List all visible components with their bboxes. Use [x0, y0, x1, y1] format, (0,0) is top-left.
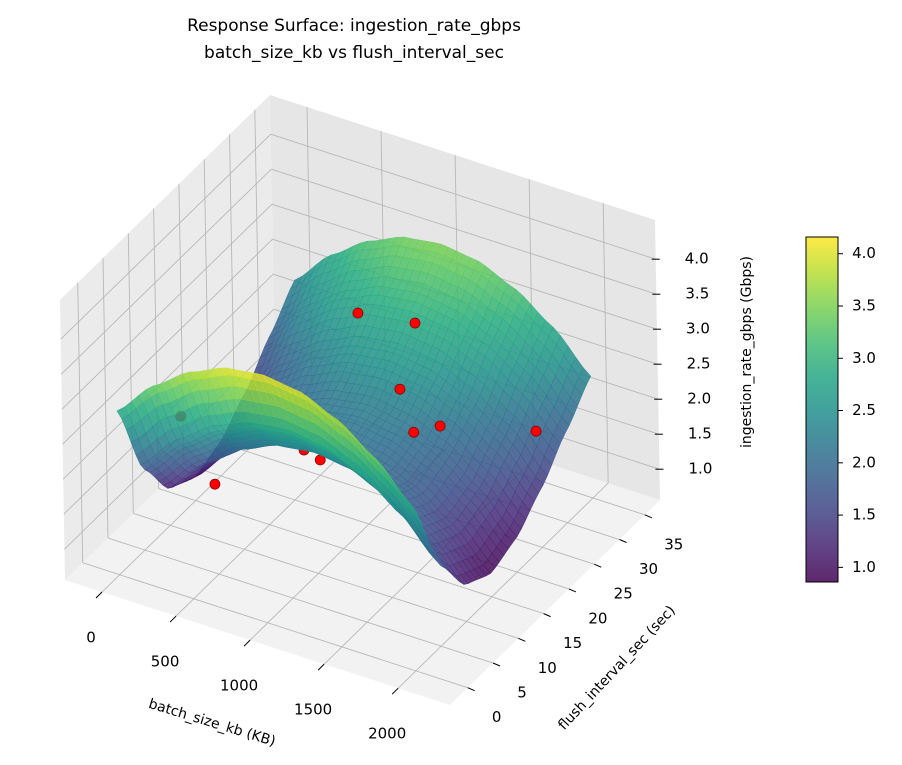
x-axis-label: batch_size_kb (KB) [147, 696, 278, 750]
y-tick-mark [568, 588, 577, 593]
colorbar-tick-label: 3.0 [852, 349, 876, 367]
colorbar-tick-label: 2.5 [852, 401, 876, 419]
y-tick-mark [492, 662, 501, 667]
colorbar-tick-label: 2.0 [852, 453, 876, 471]
y-tick-mark [467, 687, 475, 692]
chart-title-line-1: Response Surface: ingestion_rate_gbps [187, 16, 521, 36]
back-wall-gridline [602, 203, 609, 484]
floor-gridline [107, 537, 494, 664]
x-tick-mark [243, 639, 251, 647]
x-tick-label: 2000 [368, 725, 406, 743]
left-wall-gridline [229, 134, 235, 415]
back-wall-gridline [270, 133, 656, 260]
z-tick-label: 2.0 [687, 390, 711, 408]
data-point [409, 317, 421, 329]
colorbar-tick-label: 1.0 [852, 558, 876, 576]
y-tick-mark [518, 637, 526, 642]
data-point [394, 383, 406, 395]
data-point [209, 478, 221, 490]
left-wall-pane [60, 95, 275, 580]
left-wall-gridline [102, 258, 109, 539]
z-axis-label: ingestion_rate_gbps (Gbps) [739, 256, 755, 448]
colorbar: 1.0 1.5 2.0 2.5 3.0 3.5 4.0 [805, 236, 876, 583]
z-tick-label: 2.5 [687, 355, 711, 373]
z-tick-label: 3.0 [686, 320, 710, 338]
x-tick-label: 500 [151, 653, 180, 671]
colorbar-tick-label: 3.5 [852, 297, 876, 315]
colorbar-gradient [805, 236, 839, 583]
colorbar-tick-label: 1.5 [852, 506, 876, 524]
data-point [434, 420, 446, 432]
x-tick-mark [95, 591, 103, 599]
plot-area [116, 236, 592, 585]
left-wall-gridline [127, 233, 134, 514]
x-tick-label: 1500 [294, 701, 332, 719]
x-tick-label: 1000 [220, 677, 258, 695]
y-tick-label: 10 [538, 659, 557, 677]
y-tick-mark [594, 563, 602, 568]
x-tick-mark [391, 687, 399, 695]
left-wall-gridline [61, 168, 272, 375]
y-tick-label: 30 [639, 560, 658, 578]
y-tick-label: 20 [588, 609, 607, 627]
y-tick-label: 25 [614, 585, 633, 603]
z-tick-label: 1.0 [689, 460, 713, 478]
y-tick-label: 0 [492, 708, 502, 726]
left-wall-gridline [62, 238, 273, 445]
y-axis-label: flush_interval_sec (sec) [555, 603, 678, 734]
x-tick-mark [317, 663, 325, 671]
y-tick-mark [644, 514, 653, 519]
y-tick-mark [543, 613, 551, 618]
chart-title-line-2: batch_size_kb vs flush_interval_sec [204, 43, 504, 63]
floor-gridline [158, 488, 544, 615]
y-tick-label: 5 [517, 684, 527, 702]
z-tick-label: 3.5 [685, 285, 709, 303]
colorbar-tick-label: 4.0 [852, 244, 876, 262]
left-wall-gridline [77, 282, 84, 563]
floor-gridline [183, 463, 570, 590]
left-wall-gridline [60, 133, 272, 340]
y-tick-label: 15 [563, 634, 582, 652]
surface-patch [337, 419, 351, 435]
data-point [352, 307, 364, 319]
left-wall-gridline [254, 109, 261, 390]
left-wall-gridline [61, 203, 273, 410]
floor-gridline [133, 512, 519, 639]
data-point [408, 426, 420, 438]
z-tick-label: 4.0 [685, 250, 709, 268]
z-tick-label: 1.5 [688, 425, 712, 443]
floor-gridline [397, 482, 609, 689]
x-tick-label: 0 [86, 629, 96, 647]
y-tick-mark [619, 539, 627, 543]
x-tick-mark [169, 615, 177, 623]
axes-ticks: 0500100015002000051015202530351.01.52.02… [86, 250, 712, 743]
data-point [530, 425, 542, 437]
back-wall-gridline [271, 168, 657, 295]
y-tick-label: 35 [664, 535, 683, 553]
left-wall-gridline [62, 273, 274, 480]
floor-gridline [82, 562, 468, 689]
